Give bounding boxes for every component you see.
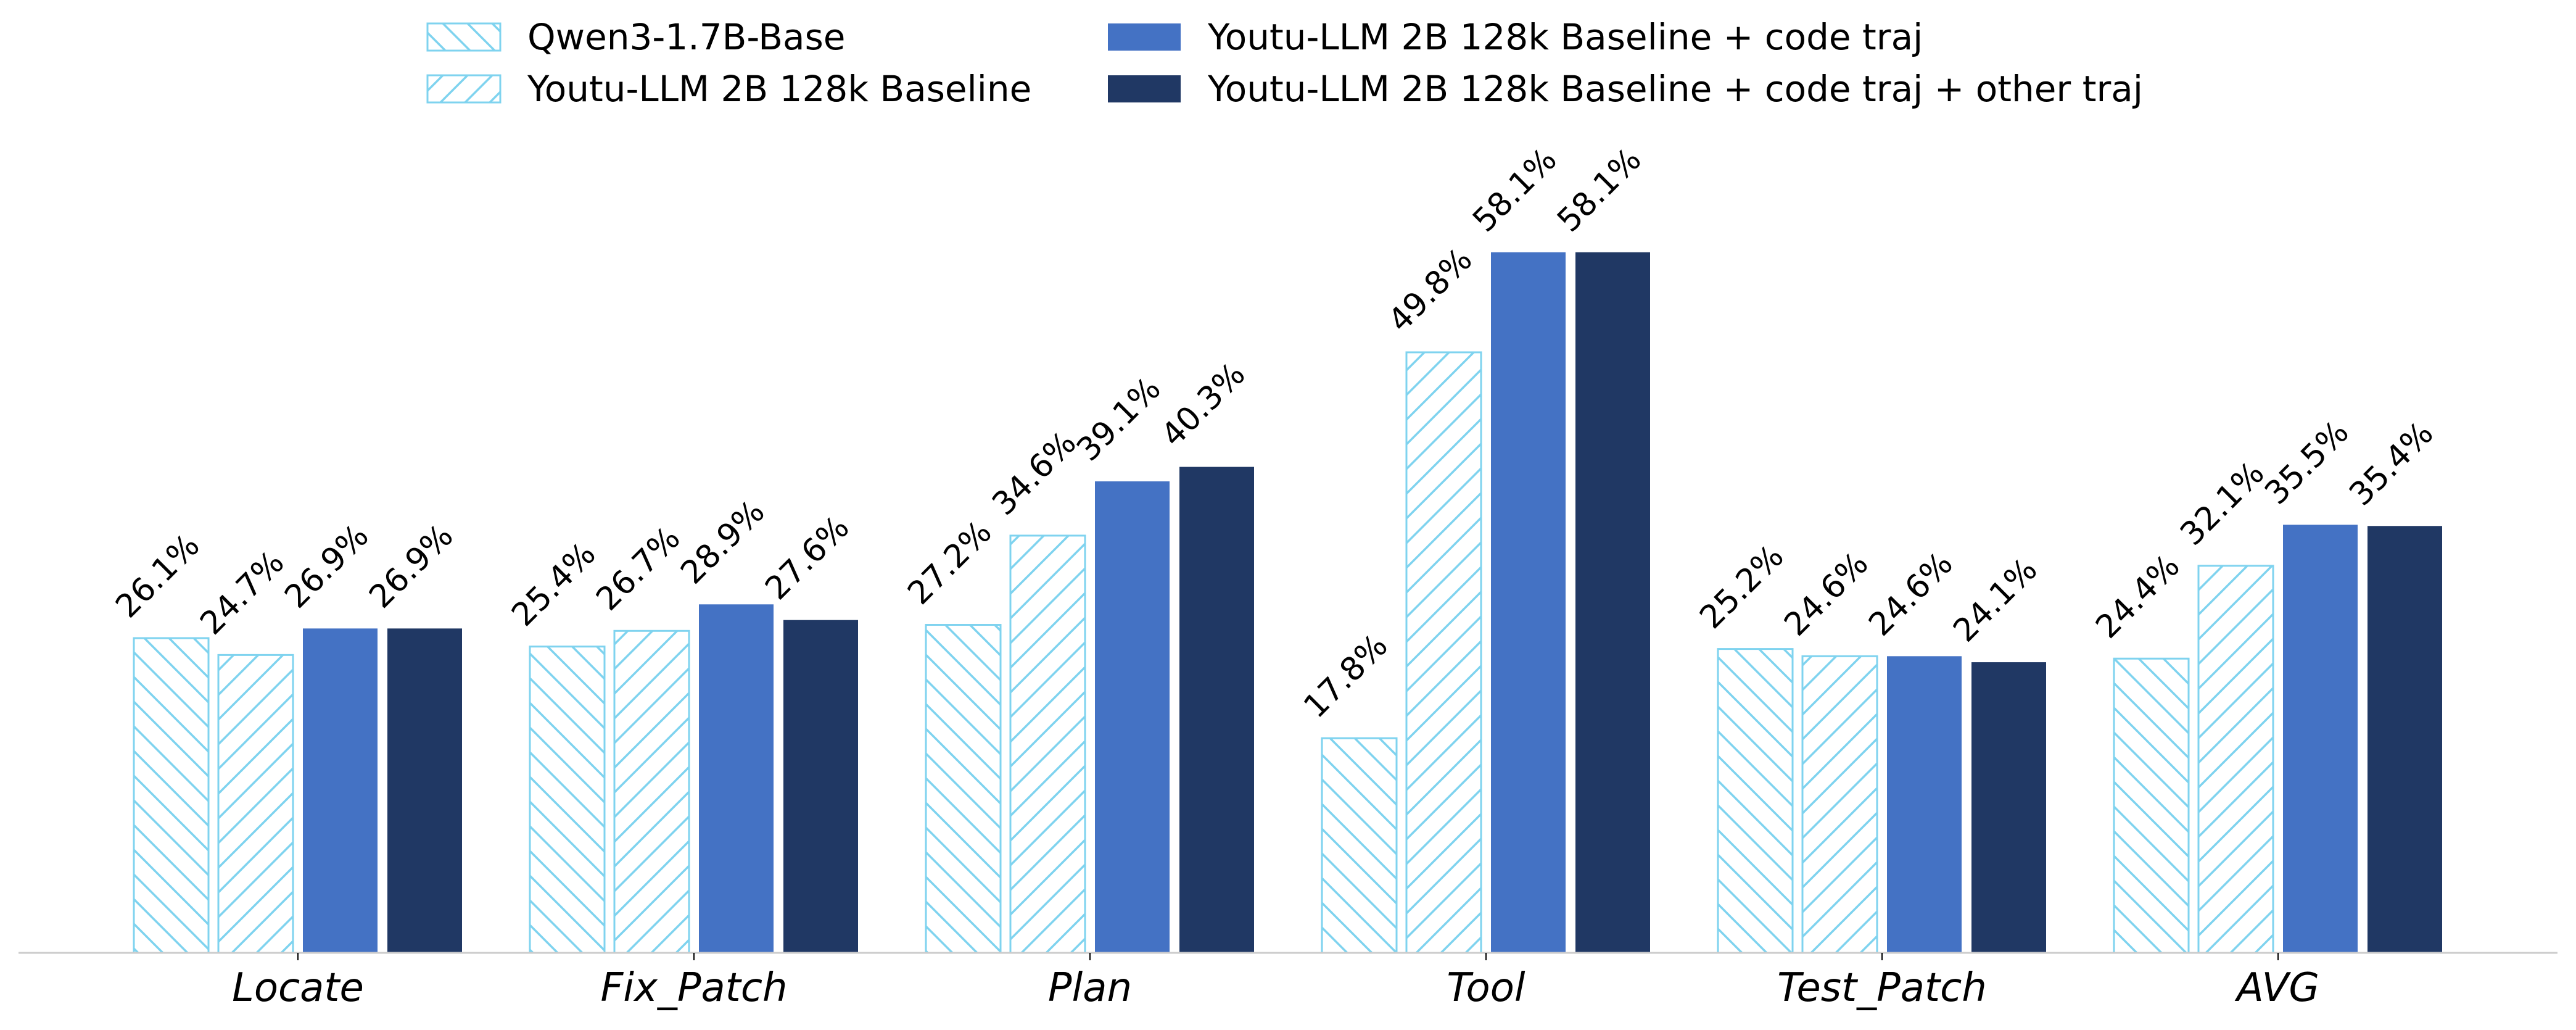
data-label-plan-series-2: 34.6% [985, 425, 1083, 523]
bar-locate-series-2 [217, 654, 294, 954]
legend-label-2: Youtu-LLM 2B 128k Baseline [527, 68, 1031, 110]
bar-tool-series-4 [1575, 252, 1650, 953]
bar-avg-series-1 [2113, 657, 2190, 954]
data-label-tool-series-1: 17.8% [1297, 627, 1395, 725]
data-label-test-patch-series-1: 25.2% [1693, 538, 1791, 636]
data-label-test-patch-series-4: 24.1% [1946, 551, 2044, 649]
x-tick-label-test-patch: Test_Patch [1777, 965, 1987, 1011]
bar-plan-series-1 [925, 624, 1002, 954]
bar-test-patch-series-2 [1801, 655, 1878, 954]
bar-fix-patch-series-4 [783, 620, 858, 953]
bar-avg-series-4 [2368, 526, 2442, 953]
data-label-fix-patch-series-1: 25.4% [505, 536, 603, 634]
data-label-locate-series-2: 24.7% [193, 544, 291, 642]
bar-tool-series-2 [1405, 351, 1482, 954]
bar-tool-series-3 [1491, 252, 1566, 953]
bar-avg-series-2 [2197, 565, 2274, 954]
legend-label-1: Qwen3-1.7B-Base [527, 16, 846, 58]
bar-fix-patch-series-1 [529, 646, 606, 954]
bar-locate-series-4 [387, 628, 462, 953]
x-axis-ticks: Locate Fix_Patch Plan Tool Test_Patch AVG [232, 953, 2319, 1011]
data-label-fix-patch-series-2: 26.7% [589, 520, 687, 618]
x-tick-label-locate: Locate [232, 965, 364, 1011]
data-label-avg-series-4: 35.4% [2342, 415, 2440, 513]
legend-swatch-3 [1108, 23, 1181, 51]
bar-locate-series-3 [303, 628, 378, 953]
bar-plan-series-3 [1095, 481, 1170, 953]
bar-avg-series-3 [2283, 525, 2358, 953]
bar-locate-series-1 [133, 637, 210, 954]
legend-swatch-1 [426, 22, 502, 52]
data-label-locate-series-3: 26.9% [278, 517, 376, 615]
bar-fix-patch-series-3 [699, 604, 774, 953]
data-label-plan-series-1: 27.2% [901, 513, 999, 612]
bar-test-patch-series-1 [1717, 648, 1794, 954]
data-label-test-patch-series-2: 24.6% [1777, 545, 1875, 643]
data-label-plan-series-4: 40.3% [1154, 355, 1252, 454]
data-label-fix-patch-series-4: 27.6% [758, 509, 856, 607]
x-tick-label-tool: Tool [1447, 965, 1525, 1011]
bar-plan-series-2 [1009, 534, 1086, 954]
bar-tool-series-1 [1321, 737, 1398, 954]
data-label-tool-series-4: 58.1% [1550, 141, 1648, 239]
legend-swatch-4 [1108, 75, 1181, 102]
x-tick-label-plan: Plan [1048, 965, 1132, 1011]
data-label-tool-series-2: 49.8% [1381, 241, 1479, 339]
x-tick-label-fix-patch: Fix_Patch [600, 965, 787, 1011]
data-label-avg-series-3: 35.5% [2258, 413, 2356, 512]
bar-plan-series-4 [1179, 467, 1254, 953]
data-label-test-patch-series-3: 24.6% [1862, 545, 1960, 643]
bars [133, 252, 2442, 954]
legend-label-4: Youtu-LLM 2B 128k Baseline + code traj +… [1207, 68, 2143, 110]
data-label-locate-series-4: 26.9% [362, 517, 460, 615]
bar-test-patch-series-3 [1887, 656, 1962, 953]
data-label-avg-series-2: 32.1% [2173, 455, 2271, 553]
data-label-fix-patch-series-3: 28.9% [674, 493, 772, 591]
bar-fix-patch-series-2 [613, 629, 690, 954]
data-label-avg-series-1: 24.4% [2089, 547, 2187, 646]
data-label-locate-series-1: 26.1% [109, 527, 207, 625]
data-label-tool-series-3: 58.1% [1466, 141, 1564, 239]
data-label-plan-series-3: 39.1% [1070, 370, 1168, 468]
legend-label-3: Youtu-LLM 2B 128k Baseline + code traj [1207, 16, 1923, 58]
x-tick-label-avg: AVG [2234, 965, 2319, 1011]
legend-swatch-2 [426, 74, 502, 104]
legend: Qwen3-1.7B-Base Youtu-LLM 2B 128k Baselin… [426, 16, 2143, 110]
bar-test-patch-series-4 [1971, 662, 2046, 953]
